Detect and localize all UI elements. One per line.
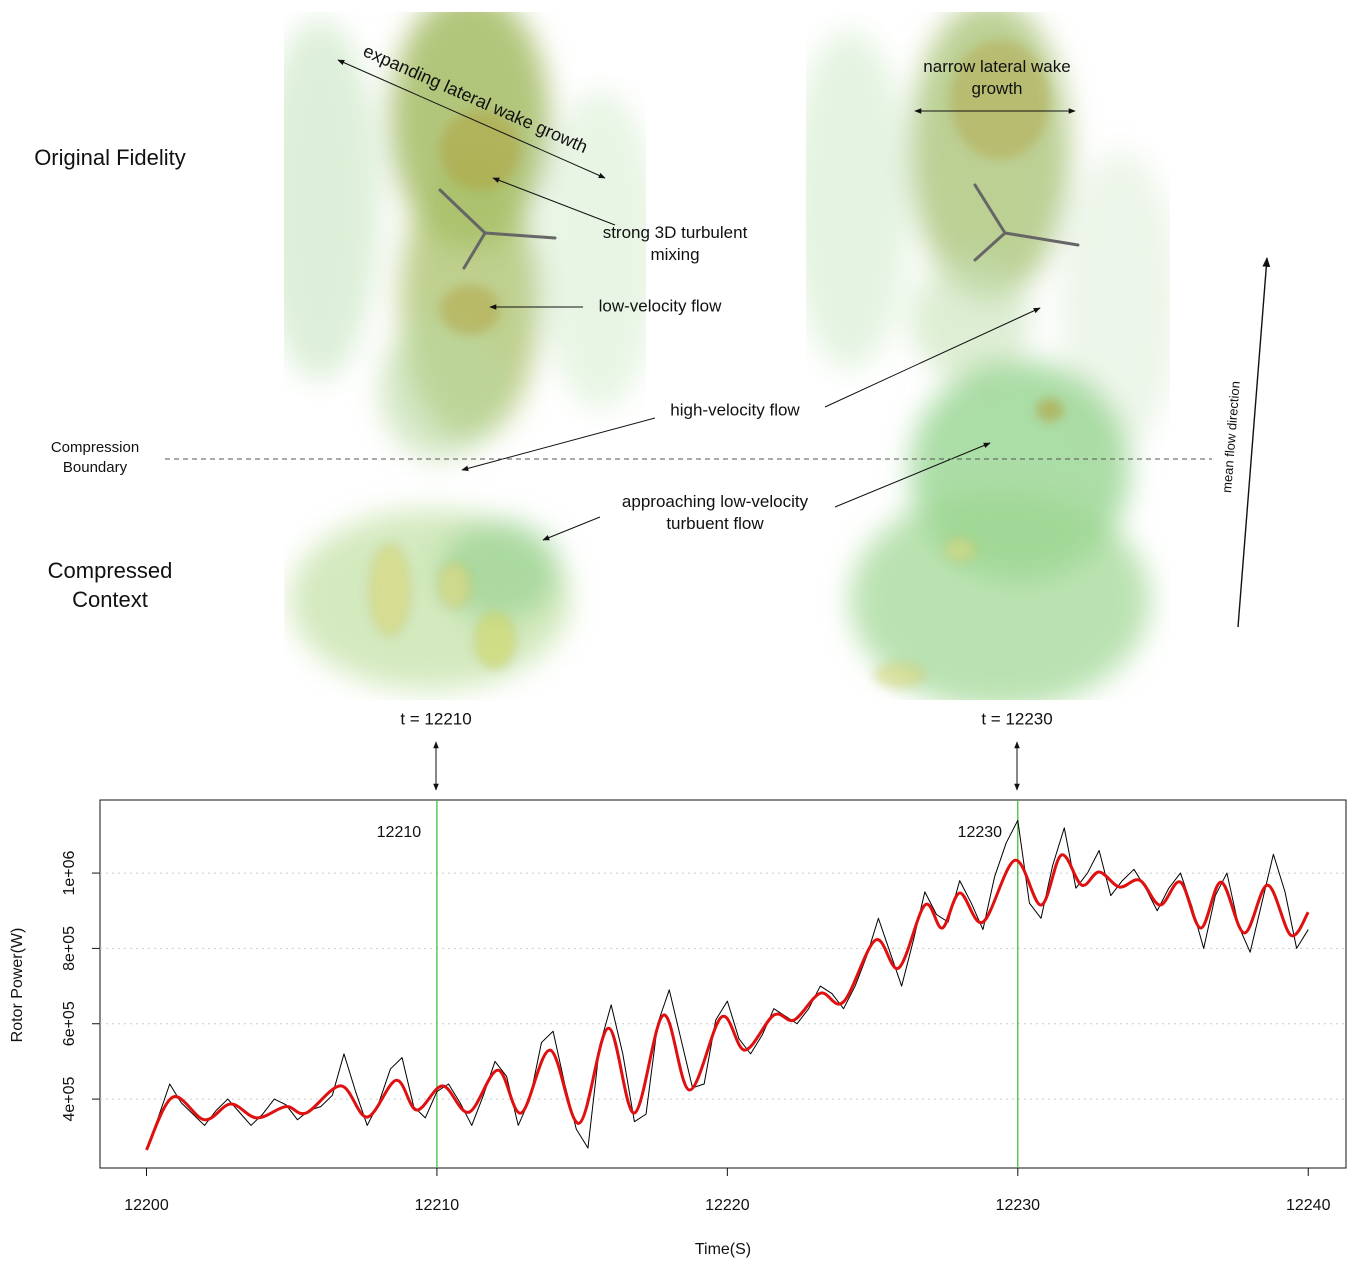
- time-label: t = 12210: [400, 709, 471, 728]
- row-label: Compressed Context: [47, 558, 173, 612]
- x-tick-label: 12200: [124, 1197, 169, 1214]
- y-tick-label: 8e+05: [61, 926, 78, 971]
- annotation: mean flow direction: [1219, 381, 1243, 494]
- x-tick-label: 12220: [705, 1197, 750, 1214]
- x-axis-title: Time(S): [695, 1241, 751, 1258]
- y-axis-title: Rotor Power(W): [9, 928, 26, 1043]
- row-label: Original Fidelity: [34, 145, 186, 170]
- boundary-label: Compression Boundary: [50, 439, 140, 476]
- annotation: low-velocity flow: [599, 296, 723, 315]
- time-marker-label: 12210: [377, 824, 422, 841]
- x-tick-label: 12240: [1286, 1197, 1331, 1214]
- x-tick-label: 12230: [996, 1197, 1041, 1214]
- annotation-arrows: [337, 59, 1271, 791]
- y-tick-label: 1e+06: [61, 851, 78, 896]
- annotation: strong 3D turbulent mixing: [602, 223, 748, 265]
- time-marker-label: 12230: [958, 824, 1003, 841]
- turbine-right: [973, 183, 1080, 262]
- volume-right: [806, 12, 1170, 700]
- series-line: [145, 853, 1310, 1151]
- volume-left: [284, 12, 646, 690]
- chart: 4e+05 6e+05 8e+05 1e+06 12200 12210 12220 12230…: [9, 799, 1347, 1258]
- series-line: [146, 819, 1309, 1149]
- annotation: approaching low-velocity turbuent flow: [621, 492, 809, 534]
- y-tick-label: 4e+05: [61, 1077, 78, 1122]
- x-tick-label: 12210: [415, 1197, 460, 1214]
- time-label: t = 12230: [981, 709, 1052, 728]
- y-tick-label: 6e+05: [61, 1001, 78, 1046]
- annotation: high-velocity flow: [670, 400, 800, 419]
- annotation: narrow lateral wake growth: [923, 57, 1071, 99]
- plot-frame: [99, 799, 1347, 1169]
- turbine-left: [438, 188, 557, 270]
